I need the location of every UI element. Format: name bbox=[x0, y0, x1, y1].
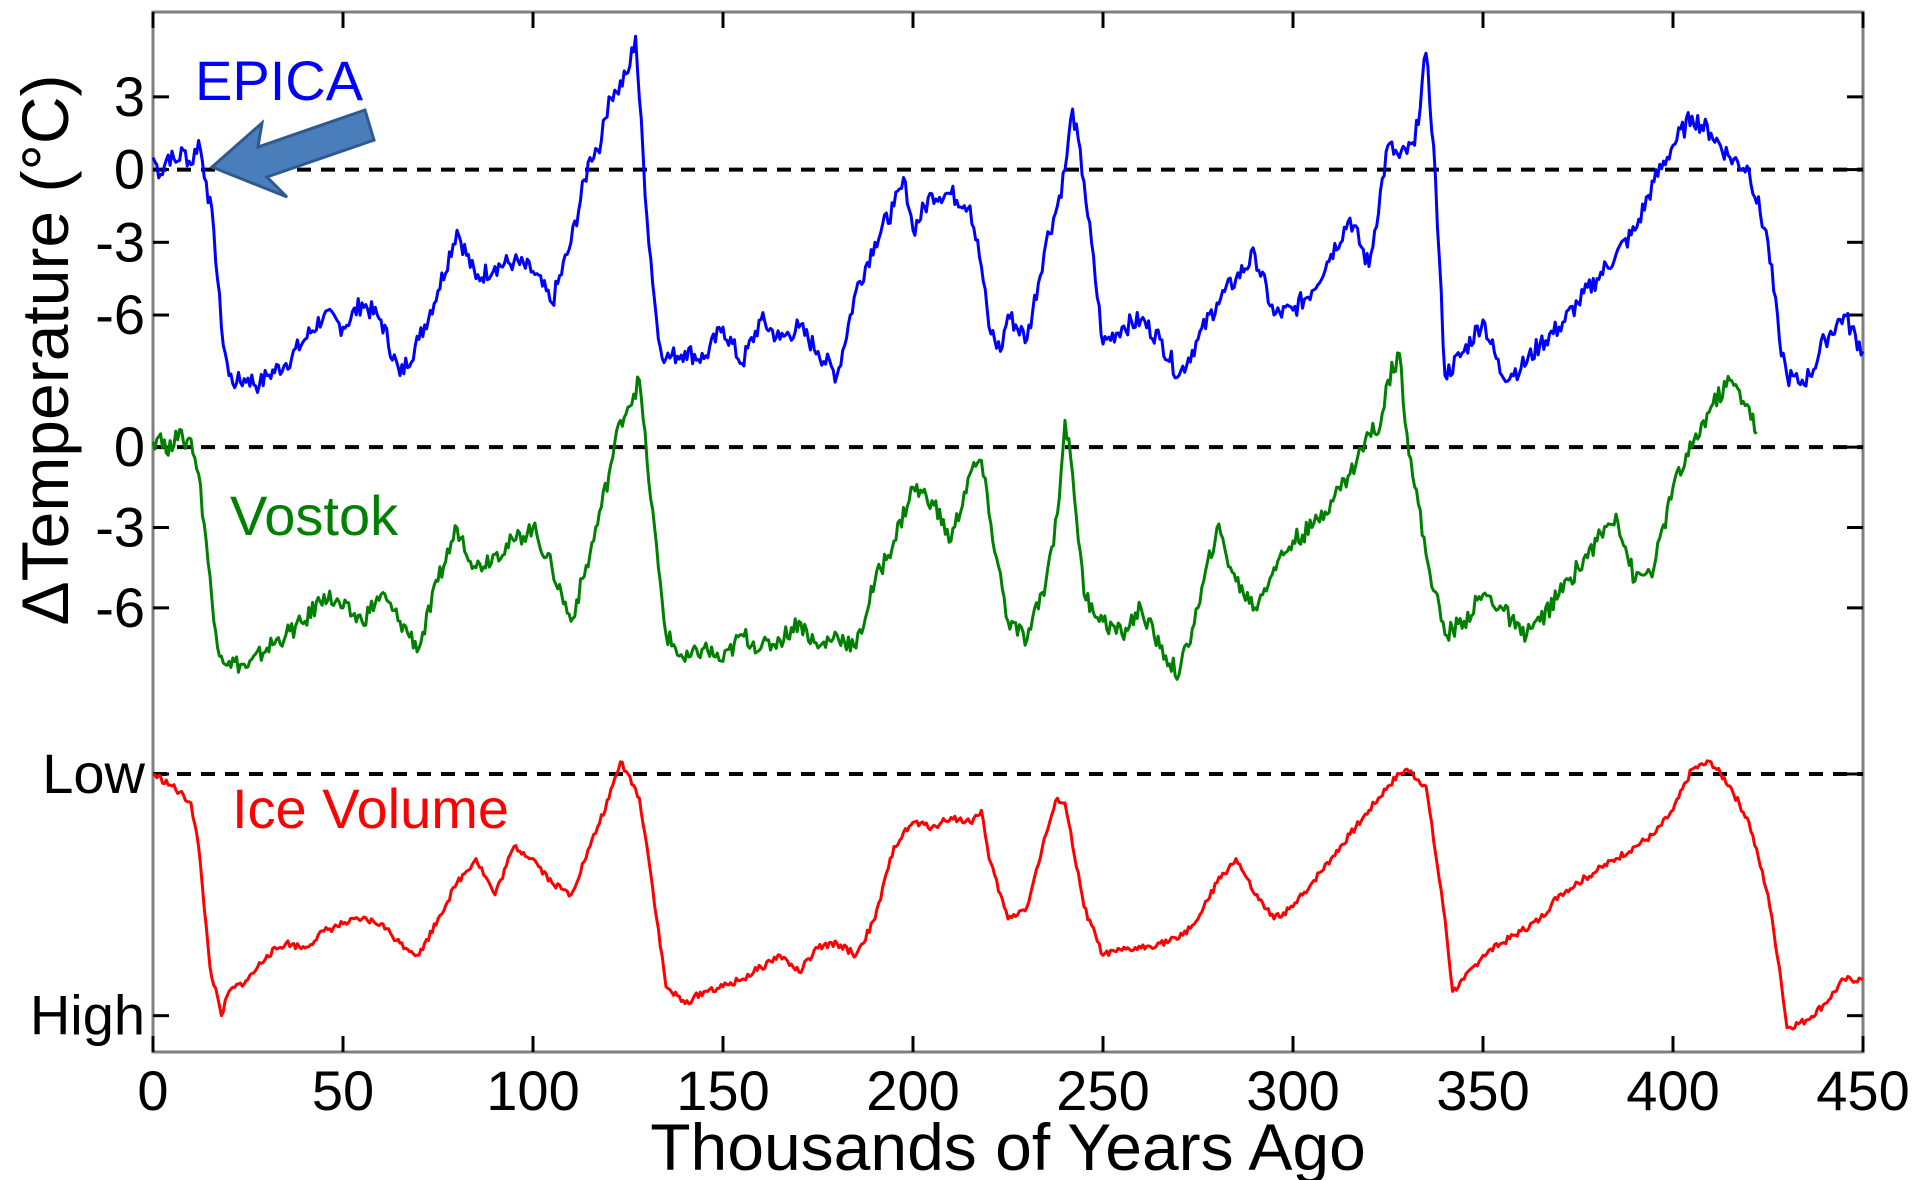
y-tick-label: 0 bbox=[114, 138, 145, 201]
plot-frame bbox=[151, 10, 1865, 1054]
y-axis-title: ΔTemperature (°C) bbox=[8, 75, 82, 626]
series-line-ice-volume bbox=[152, 759, 1864, 1031]
panel-ice-volume: Low High Ice Volume bbox=[30, 742, 1864, 1047]
x-tick-label: 50 bbox=[312, 1059, 374, 1122]
y-tick-label: -3 bbox=[95, 210, 145, 273]
x-tick-label: 200 bbox=[866, 1059, 959, 1122]
series-line-epica bbox=[151, 34, 1865, 394]
y-tick-label: High bbox=[30, 984, 145, 1047]
panels: 3 0 -3 -6 EPICA 0 -3 -6 Vostok Low High Ice Volume bbox=[30, 34, 1865, 1047]
y-tick-label: 0 bbox=[114, 415, 145, 478]
x-tick-label: 0 bbox=[137, 1059, 168, 1122]
series-label: Vostok bbox=[230, 484, 399, 547]
x-tick-label: 400 bbox=[1626, 1059, 1719, 1122]
y-tick-label: -6 bbox=[95, 576, 145, 639]
panel-epica: 3 0 -3 -6 EPICA bbox=[95, 34, 1865, 394]
y-tick-label: -6 bbox=[95, 283, 145, 346]
x-axis-title: Thousands of Years Ago bbox=[650, 1110, 1366, 1180]
series-label: EPICA bbox=[195, 49, 364, 112]
series-line-vostok bbox=[151, 351, 1758, 681]
x-tick-label: 250 bbox=[1056, 1059, 1149, 1122]
series-label: Ice Volume bbox=[232, 777, 509, 840]
arrow-annotation-icon bbox=[209, 108, 376, 199]
x-tick-label: 300 bbox=[1246, 1059, 1339, 1122]
x-tick-label: 100 bbox=[486, 1059, 579, 1122]
y-tick-label: 3 bbox=[114, 65, 145, 128]
x-tick-label: 350 bbox=[1436, 1059, 1529, 1122]
y-tick-label: -3 bbox=[95, 496, 145, 559]
x-tick-label: 450 bbox=[1816, 1059, 1909, 1122]
panel-vostok: 0 -3 -6 Vostok bbox=[95, 351, 1863, 681]
x-tick-label: 150 bbox=[676, 1059, 769, 1122]
y-tick-label: Low bbox=[42, 742, 145, 805]
x-axis: 0 50 100 150 200 250 300 350 400 450 bbox=[137, 12, 1910, 1122]
